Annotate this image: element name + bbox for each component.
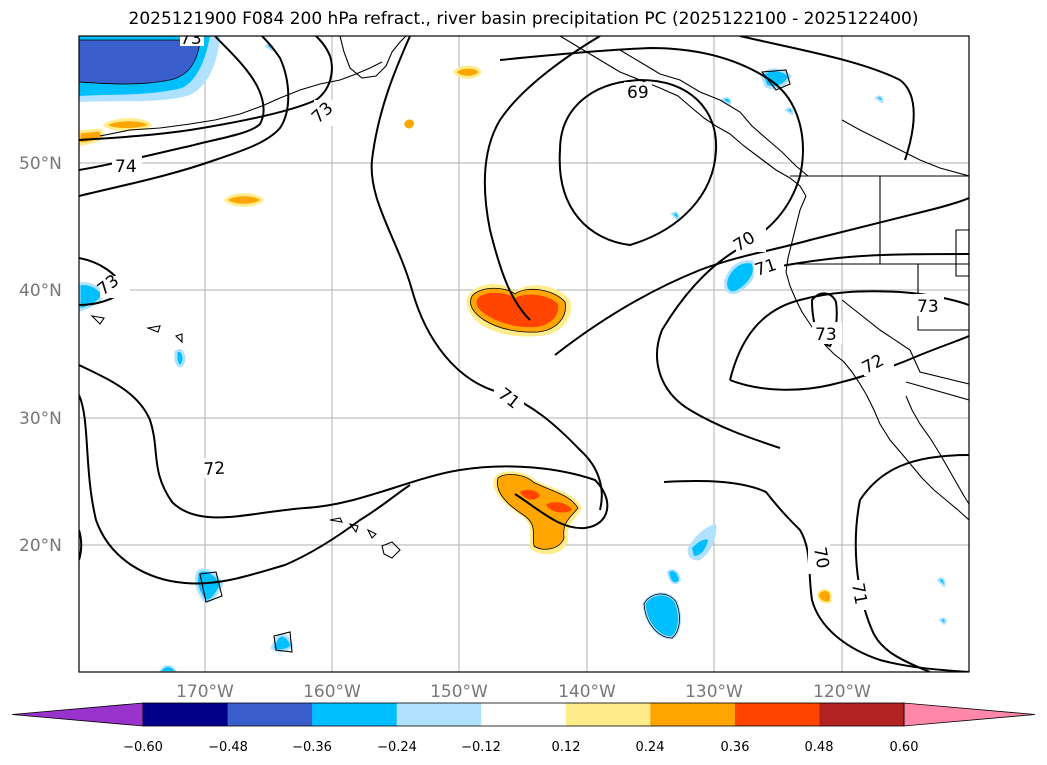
colorbar-tick-label: −0.24 [377,740,417,755]
colorbar-tick-label: −0.36 [292,740,332,755]
lat-label: 30°N [19,409,62,429]
colorbar-frame [142,702,905,727]
precip-anomaly-fills [79,36,947,672]
map-title: 2025121900 F084 200 hPa refract., river … [128,9,919,29]
colorbar-extend-high [903,702,1036,727]
colorbar-ticks: −0.60 −0.48 −0.36 −0.24 −0.12 0.12 0.24 … [123,740,918,755]
colorbar-tick-label: 0.48 [805,740,834,755]
contour-label: 69 [627,83,649,103]
colorbar [11,702,1036,727]
contour-label: 74 [115,157,137,177]
lon-label: 150°W [430,682,488,702]
longitude-labels: 170°W 160°W 150°W 140°W 130°W 120°W [176,682,871,702]
colorbar-tick-label: 0.12 [552,740,581,755]
colorbar-segment [565,703,651,726]
colorbar-segment [312,703,398,726]
latitude-labels: 50°N 40°N 30°N 20°N [19,154,62,556]
colorbar-tick-label: 0.60 [890,740,919,755]
lon-label: 130°W [685,682,743,702]
colorbar-tick-label: 0.36 [721,740,750,755]
lon-label: 120°W [813,682,871,702]
fill-outlines [79,39,680,639]
lat-label: 50°N [19,154,62,174]
colorbar-tick-label: −0.48 [208,740,248,755]
plot-frame [78,35,970,673]
colorbar-segment [481,703,567,726]
colorbar-segment [143,703,229,726]
lon-label: 160°W [303,682,361,702]
lon-label: 170°W [176,682,234,702]
contour-label: 71 [847,581,870,606]
coastlines [90,36,969,653]
contour-label: 73 [180,29,202,49]
colorbar-tick-label: −0.60 [123,740,163,755]
colorbar-extend-low [11,702,144,727]
graticule [79,36,969,672]
colorbar-tick-label: 0.24 [636,740,665,755]
lat-label: 20°N [19,536,62,556]
lat-label: 40°N [19,281,62,301]
contour-label: 70 [809,545,832,570]
colorbar-segment [734,703,820,726]
colorbar-segment [396,703,482,726]
contour-label: 72 [203,459,226,480]
contour-label: 73 [917,297,939,317]
lon-label: 140°W [558,682,616,702]
colorbar-tick-label: −0.12 [461,740,501,755]
colorbar-segment [227,703,313,726]
colorbar-segment [819,703,905,726]
colorbar-segment [650,703,736,726]
contour-label: 73 [815,325,837,345]
